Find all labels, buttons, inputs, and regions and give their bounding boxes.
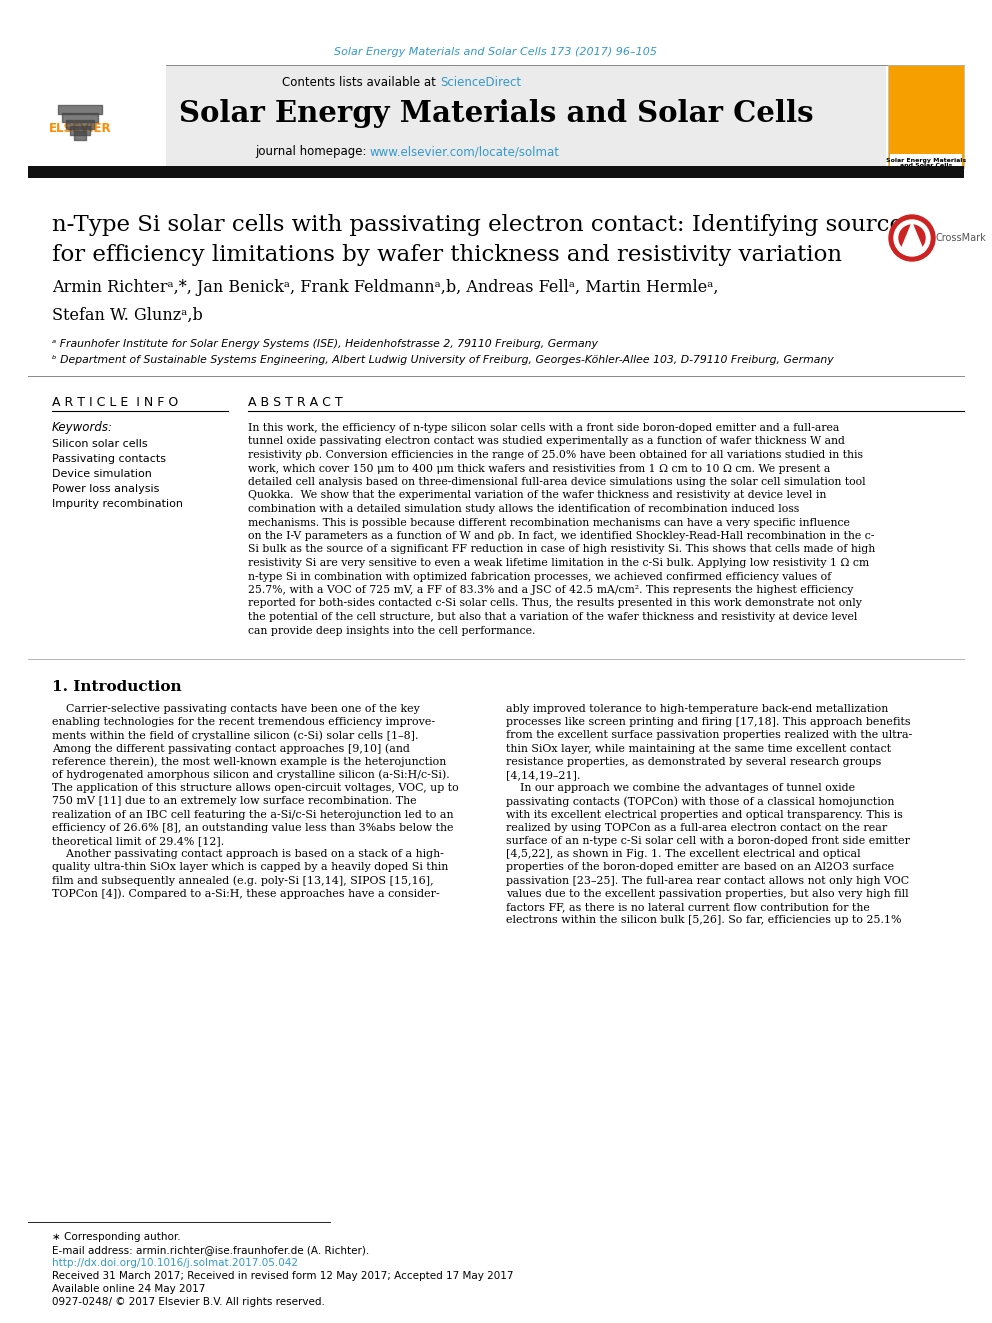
Bar: [888, 65, 964, 168]
Text: enabling technologies for the recent tremendous efficiency improve-: enabling technologies for the recent tre…: [52, 717, 435, 728]
Text: values due to the excellent passivation properties, but also very high fill: values due to the excellent passivation …: [506, 889, 909, 898]
Text: A B S T R A C T: A B S T R A C T: [248, 397, 342, 410]
Text: for efficiency limitations by wafer thickness and resistivity variation: for efficiency limitations by wafer thic…: [52, 243, 842, 266]
Text: Passivating contacts: Passivating contacts: [52, 454, 166, 464]
Text: n-type Si in combination with optimized fabrication processes, we achieved confi: n-type Si in combination with optimized …: [248, 572, 831, 582]
Text: Available online 24 May 2017: Available online 24 May 2017: [52, 1285, 205, 1294]
Text: mechanisms. This is possible because different recombination mechanisms can have: mechanisms. This is possible because dif…: [248, 517, 850, 528]
Text: www.elsevier.com/locate/solmat: www.elsevier.com/locate/solmat: [370, 146, 560, 159]
Text: electrons within the silicon bulk [5,26]. So far, efficiencies up to 25.1%: electrons within the silicon bulk [5,26]…: [506, 916, 902, 925]
Text: on the I-V parameters as a function of W and ρb. In fact, we identified Shockley: on the I-V parameters as a function of W…: [248, 531, 874, 541]
Text: Quokka.  We show that the experimental variation of the wafer thickness and resi: Quokka. We show that the experimental va…: [248, 491, 826, 500]
Text: ∗ Corresponding author.: ∗ Corresponding author.: [52, 1232, 181, 1242]
Text: Silicon solar cells: Silicon solar cells: [52, 439, 148, 448]
Text: 0927-0248/ © 2017 Elsevier B.V. All rights reserved.: 0927-0248/ © 2017 Elsevier B.V. All righ…: [52, 1297, 324, 1307]
Text: CrossMark: CrossMark: [935, 233, 986, 243]
Text: Device simulation: Device simulation: [52, 468, 152, 479]
Text: n-Type Si solar cells with passivating electron contact: Identifying sources: n-Type Si solar cells with passivating e…: [52, 214, 915, 235]
Text: ably improved tolerance to high-temperature back-end metallization: ably improved tolerance to high-temperat…: [506, 704, 888, 714]
Text: reference therein), the most well-known example is the heterojunction: reference therein), the most well-known …: [52, 757, 446, 767]
Text: processes like screen printing and firing [17,18]. This approach benefits: processes like screen printing and firin…: [506, 717, 911, 728]
Text: resistivity Si are very sensitive to even a weak lifetime limitation in the c-Si: resistivity Si are very sensitive to eve…: [248, 558, 869, 568]
Bar: [28, 165, 964, 179]
Text: Si bulk as the source of a significant FF reduction in case of high resistivity : Si bulk as the source of a significant F…: [248, 545, 875, 554]
Text: The application of this structure allows open-circuit voltages, VOC, up to: The application of this structure allows…: [52, 783, 458, 794]
Text: Received 31 March 2017; Received in revised form 12 May 2017; Accepted 17 May 20: Received 31 March 2017; Received in revi…: [52, 1271, 514, 1281]
Text: Solar Energy Materials
and Solar Cells: Solar Energy Materials and Solar Cells: [886, 157, 966, 168]
Text: Keywords:: Keywords:: [52, 422, 113, 434]
Text: passivating contacts (TOPCon) with those of a classical homojunction: passivating contacts (TOPCon) with those…: [506, 796, 895, 807]
Bar: [28, 65, 166, 168]
Text: from the excellent surface passivation properties realized with the ultra-: from the excellent surface passivation p…: [506, 730, 913, 741]
Text: can provide deep insights into the cell performance.: can provide deep insights into the cell …: [248, 626, 536, 635]
Text: Another passivating contact approach is based on a stack of a high-: Another passivating contact approach is …: [52, 849, 443, 859]
Text: the potential of the cell structure, but also that a variation of the wafer thic: the potential of the cell structure, but…: [248, 613, 857, 622]
Circle shape: [889, 216, 935, 261]
Text: theoretical limit of 29.4% [12].: theoretical limit of 29.4% [12].: [52, 836, 224, 845]
Text: Impurity recombination: Impurity recombination: [52, 499, 183, 509]
Text: [4,5,22], as shown in Fig. 1. The excellent electrical and optical: [4,5,22], as shown in Fig. 1. The excell…: [506, 849, 861, 859]
Text: In this work, the efficiency of n-type silicon solar cells with a front side bor: In this work, the efficiency of n-type s…: [248, 423, 839, 433]
Text: journal homepage:: journal homepage:: [255, 146, 370, 159]
Text: of hydrogenated amorphous silicon and crystalline silicon (a-Si:H/c-Si).: of hydrogenated amorphous silicon and cr…: [52, 770, 449, 781]
Text: tunnel oxide passivating electron contact was studied experimentally as a functi: tunnel oxide passivating electron contac…: [248, 437, 845, 446]
Text: Stefan W. Glunzᵃ,b: Stefan W. Glunzᵃ,b: [52, 307, 202, 324]
Text: resistivity ρb. Conversion efficiencies in the range of 25.0% have been obtained: resistivity ρb. Conversion efficiencies …: [248, 450, 863, 460]
Text: Solar Energy Materials and Solar Cells 173 (2017) 96–105: Solar Energy Materials and Solar Cells 1…: [334, 48, 658, 57]
Text: film and subsequently annealed (e.g. poly-Si [13,14], SIPOS [15,16],: film and subsequently annealed (e.g. pol…: [52, 876, 434, 886]
Bar: [890, 153, 962, 172]
Text: Carrier-selective passivating contacts have been one of the key: Carrier-selective passivating contacts h…: [52, 704, 420, 714]
Text: Among the different passivating contact approaches [9,10] (and: Among the different passivating contact …: [52, 744, 410, 754]
Text: combination with a detailed simulation study allows the identification of recomb: combination with a detailed simulation s…: [248, 504, 800, 515]
Text: ScienceDirect: ScienceDirect: [440, 75, 521, 89]
Text: realization of an IBC cell featuring the a-Si/c-Si heterojunction led to an: realization of an IBC cell featuring the…: [52, 810, 453, 820]
Text: Solar Energy Materials and Solar Cells: Solar Energy Materials and Solar Cells: [179, 98, 813, 127]
Text: Contents lists available at: Contents lists available at: [283, 75, 440, 89]
Text: quality ultra-thin SiOx layer which is capped by a heavily doped Si thin: quality ultra-thin SiOx layer which is c…: [52, 863, 448, 872]
Text: factors FF, as there is no lateral current flow contribution for the: factors FF, as there is no lateral curre…: [506, 902, 870, 912]
Text: 750 mV [11] due to an extremely low surface recombination. The: 750 mV [11] due to an extremely low surf…: [52, 796, 417, 807]
Text: realized by using TOPCon as a full-area electron contact on the rear: realized by using TOPCon as a full-area …: [506, 823, 887, 832]
Text: resistance properties, as demonstrated by several research groups: resistance properties, as demonstrated b…: [506, 757, 881, 767]
Circle shape: [899, 225, 925, 251]
Text: In our approach we combine the advantages of tunnel oxide: In our approach we combine the advantage…: [506, 783, 855, 794]
Text: ᵃ Fraunhofer Institute for Solar Energy Systems (ISE), Heidenhofstrasse 2, 79110: ᵃ Fraunhofer Institute for Solar Energy …: [52, 339, 598, 349]
Bar: [28, 65, 886, 168]
Text: Power loss analysis: Power loss analysis: [52, 484, 160, 493]
Text: reported for both-sides contacted c-Si solar cells. Thus, the results presented : reported for both-sides contacted c-Si s…: [248, 598, 862, 609]
Text: surface of an n-type c-Si solar cell with a boron-doped front side emitter: surface of an n-type c-Si solar cell wit…: [506, 836, 910, 845]
Text: A R T I C L E  I N F O: A R T I C L E I N F O: [52, 397, 179, 410]
Text: Armin Richterᵃ,*, Jan Benickᵃ, Frank Feldmannᵃ,b, Andreas Fellᵃ, Martin Hermleᵃ,: Armin Richterᵃ,*, Jan Benickᵃ, Frank Fel…: [52, 279, 718, 296]
Text: ELSEVIER: ELSEVIER: [49, 122, 111, 135]
Text: work, which cover 150 μm to 400 μm thick wafers and resistivities from 1 Ω cm to: work, which cover 150 μm to 400 μm thick…: [248, 463, 830, 474]
Polygon shape: [900, 224, 924, 251]
Text: passivation [23–25]. The full-area rear contact allows not only high VOC: passivation [23–25]. The full-area rear …: [506, 876, 910, 885]
Text: with its excellent electrical properties and optical transparency. This is: with its excellent electrical properties…: [506, 810, 903, 820]
Text: http://dx.doi.org/10.1016/j.solmat.2017.05.042: http://dx.doi.org/10.1016/j.solmat.2017.…: [52, 1258, 298, 1267]
Text: [4,14,19–21].: [4,14,19–21].: [506, 770, 580, 781]
Circle shape: [894, 220, 930, 255]
Text: detailed cell analysis based on three-dimensional full-area device simulations u: detailed cell analysis based on three-di…: [248, 478, 866, 487]
Text: E-mail address: armin.richter@ise.fraunhofer.de (A. Richter).: E-mail address: armin.richter@ise.fraunh…: [52, 1245, 369, 1256]
Text: 25.7%, with a VOC of 725 mV, a FF of 83.3% and a JSC of 42.5 mA/cm². This repres: 25.7%, with a VOC of 725 mV, a FF of 83.…: [248, 585, 853, 595]
Text: properties of the boron-doped emitter are based on an Al2O3 surface: properties of the boron-doped emitter ar…: [506, 863, 894, 872]
Text: ᵇ Department of Sustainable Systems Engineering, Albert Ludwig University of Fre: ᵇ Department of Sustainable Systems Engi…: [52, 355, 833, 365]
Text: efficiency of 26.6% [8], an outstanding value less than 3%abs below the: efficiency of 26.6% [8], an outstanding …: [52, 823, 453, 832]
Text: ments within the field of crystalline silicon (c-Si) solar cells [1–8].: ments within the field of crystalline si…: [52, 730, 419, 741]
Text: TOPCon [4]). Compared to a-Si:H, these approaches have a consider-: TOPCon [4]). Compared to a-Si:H, these a…: [52, 889, 439, 900]
Text: thin SiOx layer, while maintaining at the same time excellent contact: thin SiOx layer, while maintaining at th…: [506, 744, 891, 754]
Text: 1. Introduction: 1. Introduction: [52, 680, 182, 695]
